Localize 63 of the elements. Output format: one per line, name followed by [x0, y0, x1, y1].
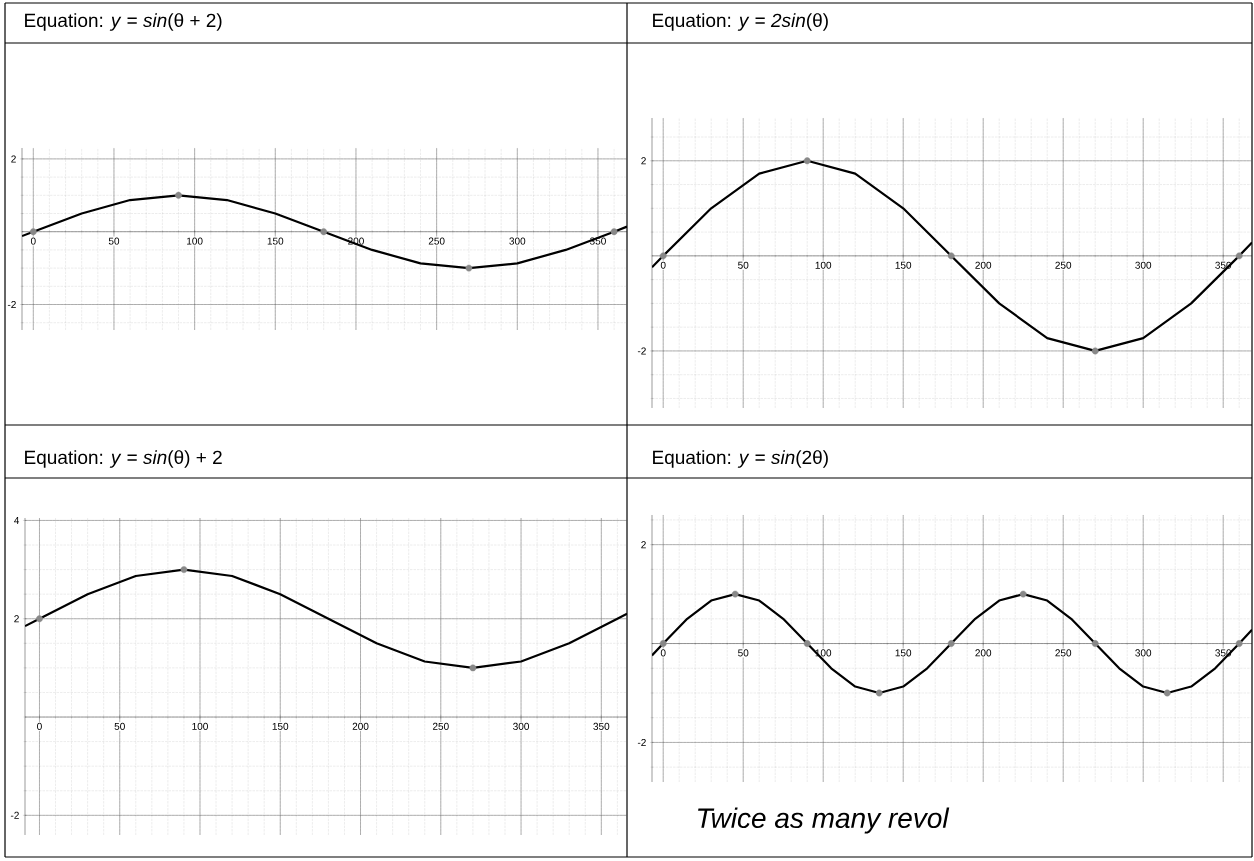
- x-tick-label: 200: [352, 722, 369, 730]
- point: [1235, 252, 1243, 260]
- x-tick-label: 50: [738, 649, 749, 657]
- point: [947, 640, 955, 647]
- point: [320, 228, 328, 236]
- point: [659, 640, 667, 647]
- x-tick-label: 50: [114, 722, 125, 730]
- point: [469, 664, 477, 672]
- y-tick-label: -2: [10, 811, 19, 819]
- y-tick-label: 2: [641, 157, 646, 165]
- y-tick-label: -2: [7, 301, 16, 308]
- x-tick-label: 50: [108, 237, 120, 245]
- x-tick-label: 0: [660, 261, 666, 269]
- x-tick-label: 0: [37, 722, 42, 730]
- text: Twice as many revol: [698, 807, 950, 834]
- x-tick-label: 0: [30, 237, 36, 245]
- x-tick-label: 250: [428, 237, 445, 245]
- y-tick-label: 2: [641, 541, 646, 549]
- point: [1019, 590, 1027, 598]
- point: [175, 191, 182, 199]
- x-tick-label: 200: [975, 261, 992, 269]
- chart-title: Equation: y = sin(2θ): [653, 450, 828, 468]
- x-tick-label: 100: [187, 237, 203, 245]
- point: [465, 264, 473, 272]
- x-tick-label: 100: [192, 722, 208, 730]
- y-tick-label: -2: [637, 347, 646, 355]
- point: [29, 228, 37, 236]
- y-tick-label: 4: [14, 517, 20, 524]
- point: [947, 252, 955, 260]
- point: [36, 615, 43, 623]
- point: [1091, 347, 1099, 355]
- point: [875, 689, 883, 697]
- x-tick-label: 100: [815, 261, 832, 269]
- x-tick-label: 250: [432, 722, 449, 730]
- x-tick-label: 300: [509, 237, 526, 245]
- point: [1235, 640, 1243, 647]
- x-tick-label: 150: [895, 649, 912, 657]
- x-tick-label: 350: [593, 722, 610, 730]
- point: [610, 228, 618, 236]
- x-tick-label: 300: [1135, 649, 1152, 657]
- chart-title: Equation: y = sin(θ) + 2: [25, 450, 222, 468]
- chart-title: Equation: y = 2sin(θ): [653, 13, 828, 31]
- y-tick-label: 2: [14, 615, 19, 623]
- x-tick-label: 300: [1135, 261, 1152, 269]
- point: [803, 640, 811, 647]
- y-tick-label: 2: [11, 155, 16, 163]
- point: [1163, 689, 1171, 697]
- x-tick-label: 50: [738, 261, 749, 269]
- x-tick-label: 150: [272, 722, 289, 730]
- point: [803, 157, 811, 165]
- x-tick-label: 250: [1055, 649, 1072, 657]
- point: [659, 252, 667, 260]
- x-tick-label: 250: [1055, 261, 1072, 269]
- point: [731, 590, 739, 598]
- x-tick-label: 150: [895, 261, 912, 269]
- point: [1091, 640, 1099, 647]
- y-tick-label: -2: [637, 738, 646, 746]
- x-tick-label: 150: [267, 237, 284, 245]
- chart-title: Equation: y = sin(θ + 2): [25, 13, 222, 31]
- x-tick-label: 0: [660, 649, 666, 657]
- point: [180, 566, 188, 573]
- x-tick-label: 200: [975, 649, 992, 657]
- x-tick-label: 300: [513, 722, 530, 730]
